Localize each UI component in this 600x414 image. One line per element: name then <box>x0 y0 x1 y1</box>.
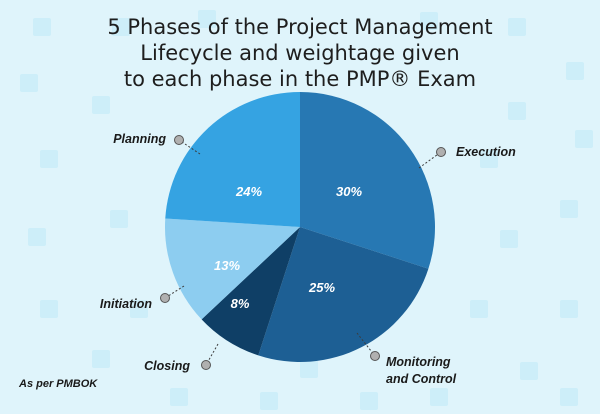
slice-value-label-closing: 8% <box>231 296 250 311</box>
slice-value-label-planning: 24% <box>235 184 262 199</box>
callout-dot-closing <box>202 361 211 370</box>
slice-name-label-monitoring-and-control: Monitoring and Control <box>386 355 457 386</box>
slice-name-label-closing: Closing <box>144 359 190 373</box>
callout-dot-planning <box>175 136 184 145</box>
pie-slice-planning <box>165 92 300 227</box>
slice-value-label-execution: 30% <box>336 184 362 199</box>
slice-name-label-execution: Execution <box>456 145 516 159</box>
callout-dot-initiation <box>161 294 170 303</box>
callout-dot-execution <box>437 148 446 157</box>
slice-name-label-initiation: Initiation <box>100 297 152 311</box>
footnote: As per PMBOK <box>19 378 97 390</box>
slice-value-label-initiation: 13% <box>214 258 240 273</box>
slice-name-label-planning: Planning <box>113 132 166 146</box>
slice-value-label-monitoring-and-control: 25% <box>308 280 335 295</box>
callout-dot-monitoring-and-control <box>371 352 380 361</box>
